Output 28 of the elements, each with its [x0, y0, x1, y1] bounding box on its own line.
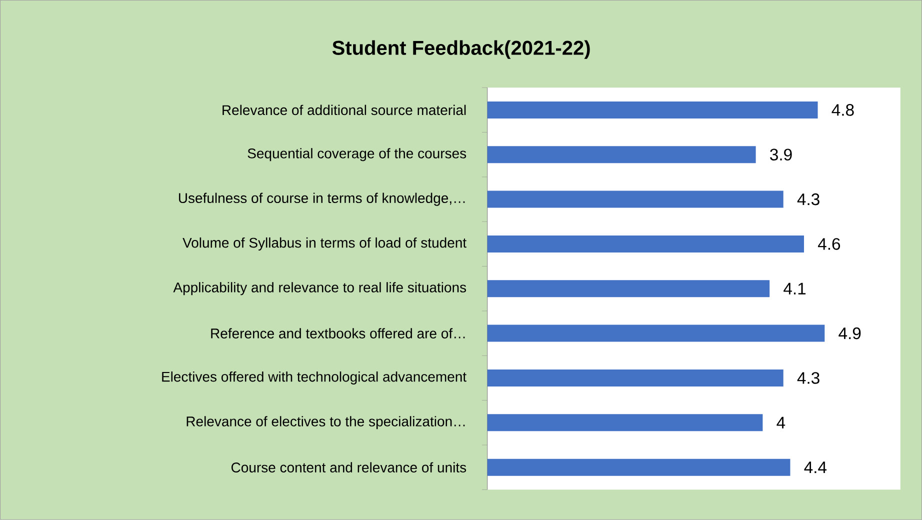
bar — [487, 190, 784, 208]
y-tick-label: Reference and textbooks offered are of… — [211, 328, 465, 338]
y-tick-label: Electives offered with technological advancement — [162, 371, 466, 385]
y-tick-label: Applicability and relevance to real life situations — [173, 282, 466, 296]
bar — [487, 101, 818, 118]
bar — [487, 414, 763, 432]
bar — [487, 458, 790, 476]
y-tick-label: Usefulness of course in terms of knowledge,… — [178, 192, 465, 206]
data-label: 4.4 — [804, 462, 827, 474]
data-label: 4.3 — [797, 372, 820, 384]
bar — [487, 146, 756, 164]
y-tick-label: Volume of Syllabus in terms of load of student — [182, 237, 466, 251]
y-tick-label: Sequential coverage of the courses — [248, 148, 466, 162]
data-label: 4.9 — [838, 327, 861, 340]
bar — [487, 280, 770, 298]
data-label: 4.6 — [818, 238, 840, 250]
data-label: 4.8 — [832, 104, 854, 116]
chart-title: Student Feedback(2021-22) — [332, 40, 590, 59]
bar — [487, 235, 804, 252]
y-tick-label: Course content and relevance of units — [231, 462, 466, 472]
bar — [487, 370, 784, 387]
y-tick-label: Relevance of additional source material — [222, 104, 466, 116]
bar — [487, 324, 825, 342]
data-label: 4 — [776, 416, 786, 428]
data-label: 3.9 — [770, 148, 792, 161]
data-label: 4.1 — [784, 282, 806, 294]
data-label: 4.3 — [797, 193, 820, 206]
y-tick-label: Relevance of electives to the specialization… — [186, 416, 465, 430]
